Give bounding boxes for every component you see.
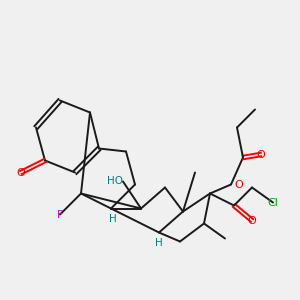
Text: O: O [16,167,26,178]
Text: H: H [109,214,116,224]
Text: O: O [248,215,256,226]
Text: O: O [256,149,266,160]
Text: O: O [234,179,243,190]
Text: HO: HO [107,176,123,187]
Text: F: F [57,209,63,220]
Text: H: H [155,238,163,248]
Text: Cl: Cl [268,197,278,208]
